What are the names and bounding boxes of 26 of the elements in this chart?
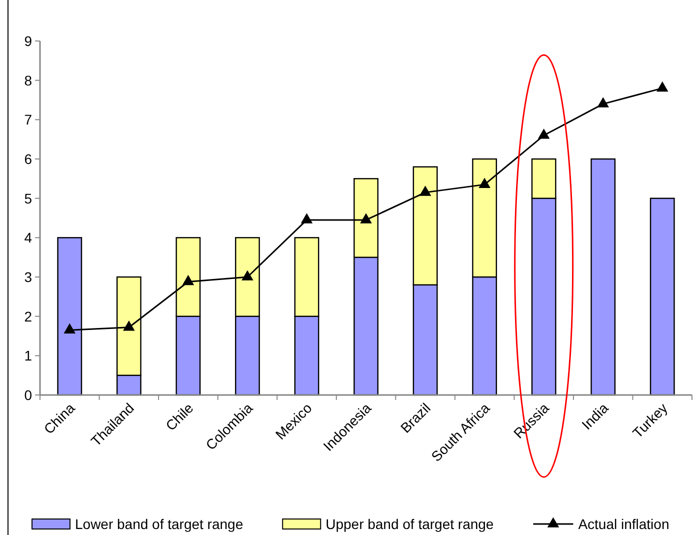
bar (590, 158, 616, 396)
y-tick-label: 5 (24, 190, 32, 206)
legend-label: Upper band of target range (326, 516, 494, 532)
point (538, 128, 550, 139)
y-tick-label: 1 (24, 348, 32, 364)
legend-label: Lower band of target range (75, 516, 244, 532)
point (182, 274, 194, 286)
y-tick-label: 8 (24, 72, 32, 88)
point (478, 178, 490, 188)
y-tick-label: 4 (24, 230, 32, 246)
legend-label: Actual inflation (578, 516, 670, 532)
y-tick-label: 6 (24, 151, 32, 167)
y-tick-label: 3 (24, 269, 32, 285)
point (300, 213, 313, 224)
point (242, 270, 254, 280)
bar (650, 198, 675, 396)
point (360, 213, 372, 224)
y-tick-label: 7 (24, 112, 32, 128)
y-tick-label: 0 (24, 387, 32, 403)
point (656, 81, 668, 92)
point (64, 323, 76, 334)
point (597, 97, 609, 108)
y-tick-label: 2 (24, 308, 32, 324)
y-tick-label: 9 (24, 33, 32, 49)
point (123, 320, 135, 331)
point (419, 186, 432, 196)
